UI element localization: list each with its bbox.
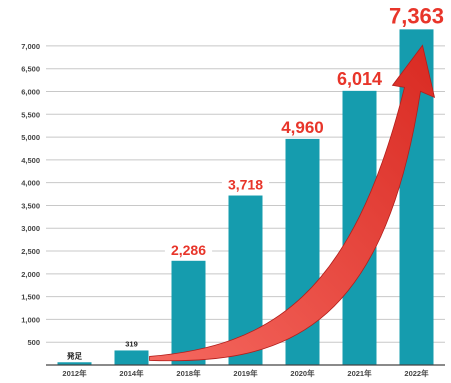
y-tick-label: 500: [27, 338, 40, 347]
data-label-bg: [164, 242, 213, 258]
data-label: 7,363: [389, 3, 444, 28]
growth-arrow: [149, 44, 436, 362]
y-tick-label: 5,500: [21, 110, 40, 119]
y-tick-label: 2,000: [21, 270, 40, 279]
y-axis-ticks: 500 1,000 1,500 2,000 2,500 3,000 3,500 4,000 4,…: [21, 42, 40, 347]
y-tick-label: 6,000: [21, 87, 40, 96]
y-tick-label: 5,000: [21, 133, 40, 142]
x-tick-label: 2019年: [233, 368, 258, 378]
data-label-bg: [274, 118, 331, 137]
x-tick-label: 2012年: [62, 368, 87, 378]
data-label: 2,286: [171, 242, 206, 258]
y-tick-label: 3,500: [21, 201, 40, 210]
x-tick-label: 2020年: [290, 368, 315, 378]
data-label-bg: [381, 4, 451, 28]
data-label: 4,960: [281, 118, 324, 137]
y-tick-label: 1,500: [21, 293, 40, 302]
y-tick-label: 1,000: [21, 315, 40, 324]
y-tick-label: 3,000: [21, 224, 40, 233]
x-tick-label: 2014年: [119, 368, 144, 378]
y-tick-label: 6,500: [21, 65, 40, 74]
arrow-shape: [149, 44, 436, 362]
data-label: 3,718: [228, 177, 263, 193]
x-tick-label: 2022年: [404, 368, 429, 378]
bar: [171, 260, 206, 365]
x-tick-label: 2021年: [347, 368, 372, 378]
bar: [114, 350, 149, 365]
data-label: 319: [125, 339, 138, 348]
data-label-bg: [221, 177, 270, 193]
x-axis-labels: 2012年 2014年 2018年 2019年 2020年 2021年 2022年: [62, 368, 429, 378]
y-tick-label: 4,500: [21, 156, 40, 165]
data-label: 発足: [66, 350, 82, 360]
y-tick-label: 4,000: [21, 179, 40, 188]
x-tick-label: 2018年: [176, 368, 201, 378]
data-labels: 発足 319 2,286 3,718 4,960 6,014 7,363: [66, 3, 451, 360]
bar: [57, 362, 92, 365]
y-tick-label: 2,500: [21, 247, 40, 256]
data-label: 6,014: [337, 69, 382, 89]
data-label-bg: [330, 69, 389, 89]
y-tick-label: 7,000: [21, 42, 40, 51]
